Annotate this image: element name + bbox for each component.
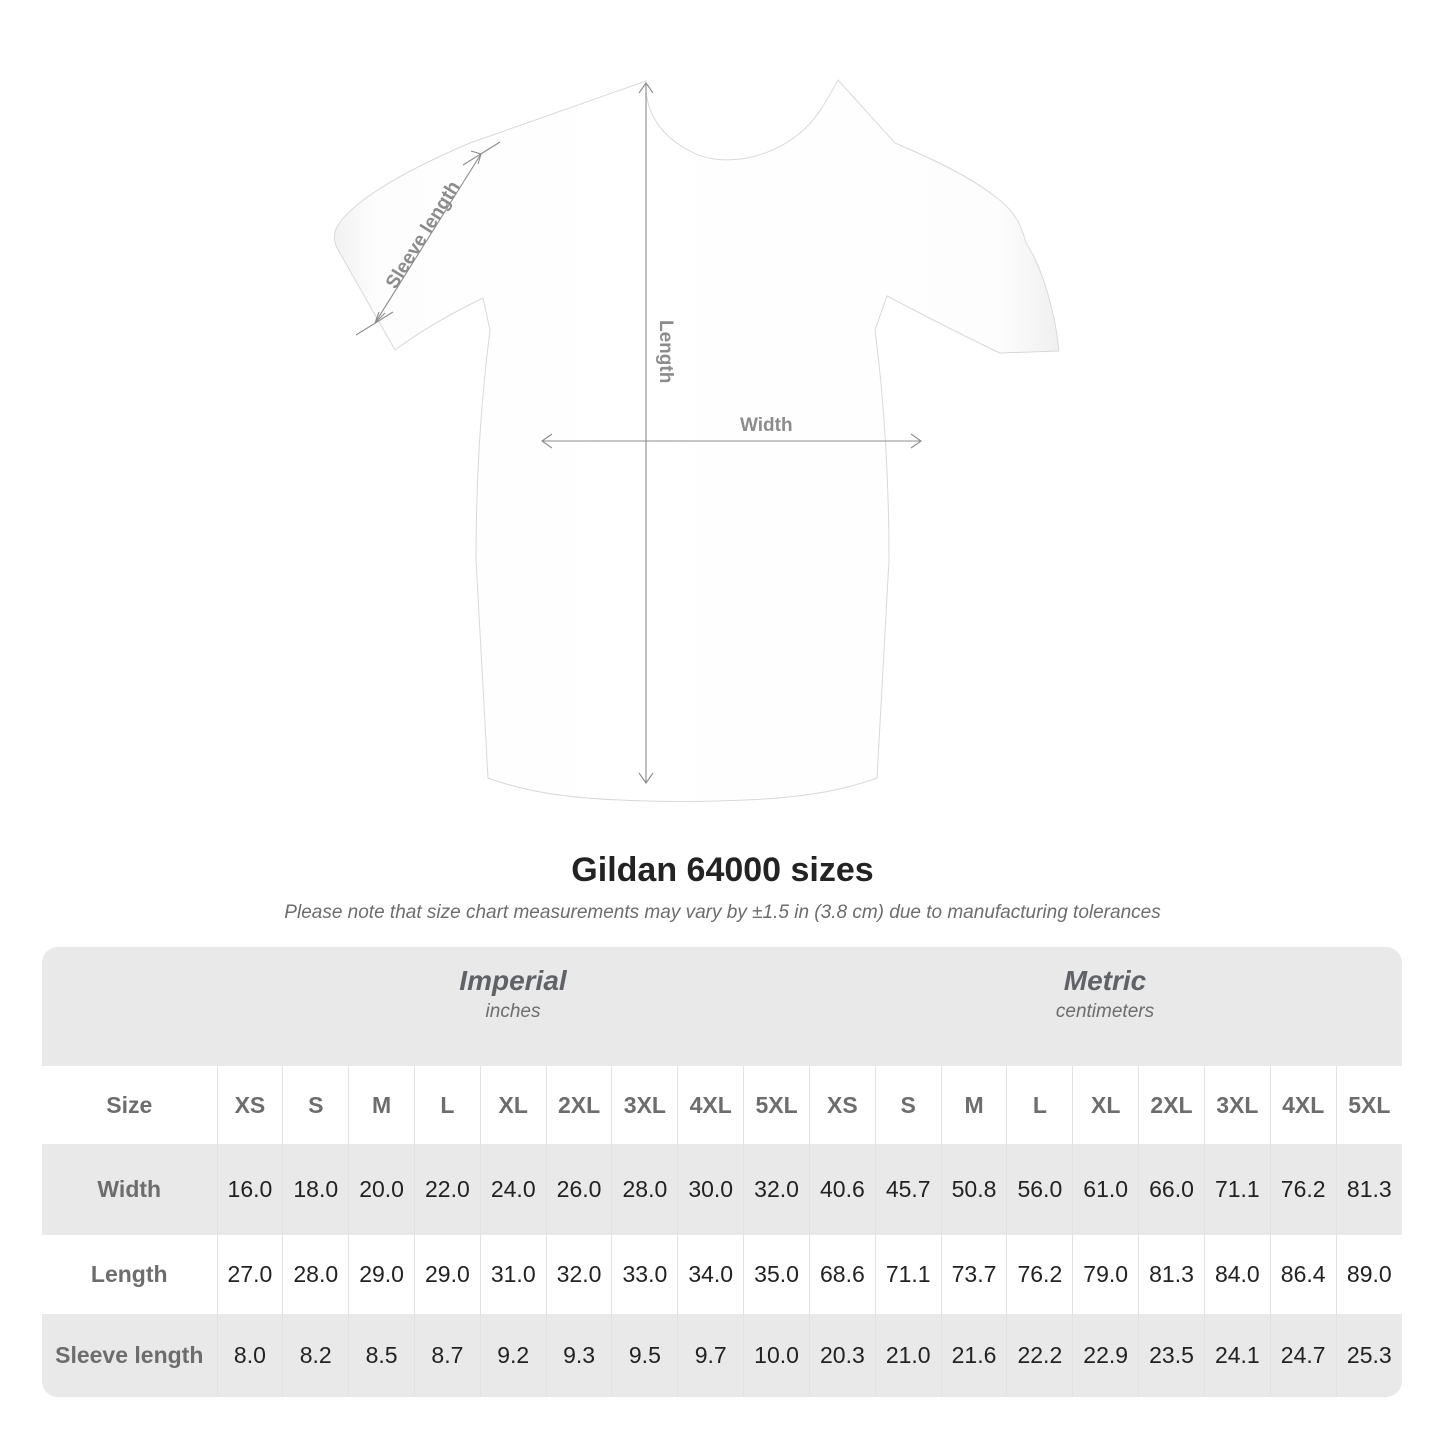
svg-text:Length: Length bbox=[655, 320, 676, 383]
svg-text:Width: Width bbox=[740, 415, 793, 436]
